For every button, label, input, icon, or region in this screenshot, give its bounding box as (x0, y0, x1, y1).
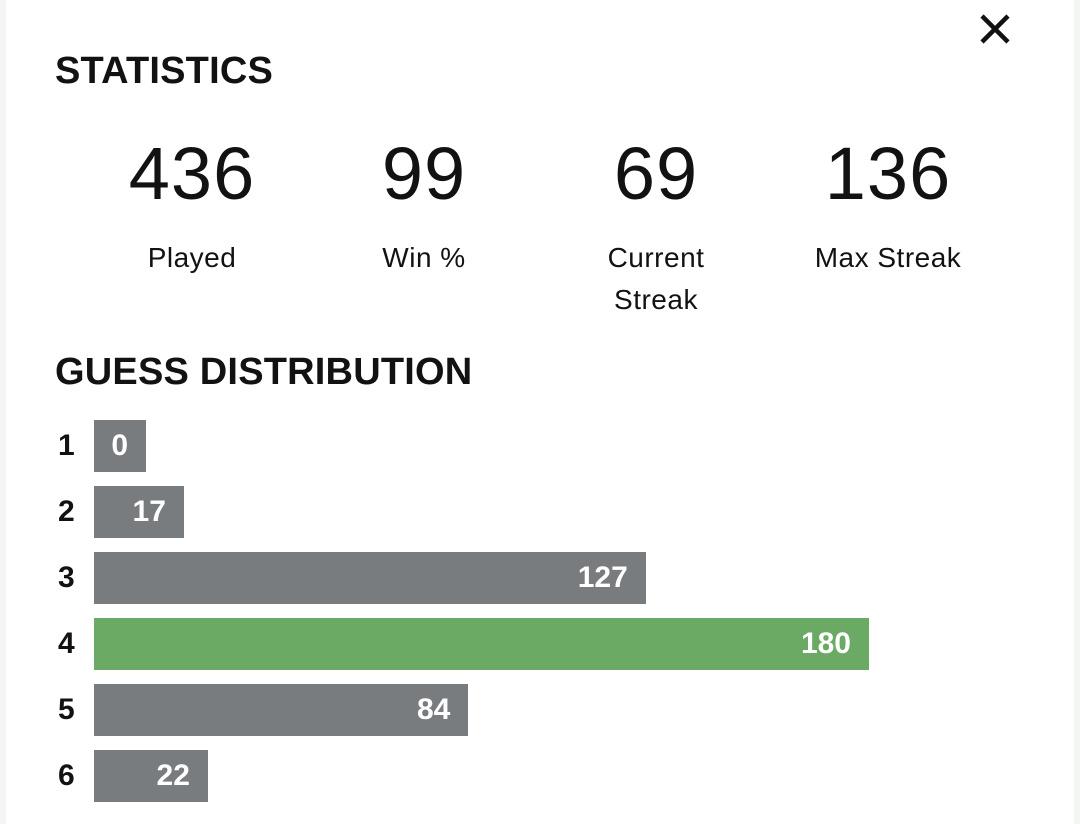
stat-win-pct: 99 Win % (308, 137, 540, 321)
guess-row-5: 5 84 (58, 684, 1074, 736)
close-button[interactable] (974, 8, 1016, 50)
stat-win-pct-label: Win % (382, 242, 466, 273)
guess-bar: 84 (94, 684, 469, 736)
guess-row-6: 6 22 (58, 750, 1074, 802)
guess-number-label: 4 (58, 627, 75, 660)
guess-row-1: 1 0 (58, 420, 1074, 472)
guess-row-4: 4 180 (58, 618, 1074, 670)
stat-current-streak-label: Current Streak (607, 242, 705, 315)
stat-max-streak-label: Max Streak (814, 242, 962, 273)
guess-bar: 22 (94, 750, 208, 802)
stat-current-streak-value: 69 (613, 132, 699, 215)
stat-played-value: 436 (128, 132, 256, 215)
guess-number-label: 5 (58, 693, 75, 726)
stat-max-streak: 136 Max Streak (772, 137, 1004, 321)
stat-played-label: Played (147, 242, 237, 273)
guess-number-label: 1 (58, 429, 75, 462)
guess-bar-highlighted: 180 (94, 618, 869, 670)
guess-count: 17 (132, 495, 166, 528)
guess-count: 84 (416, 693, 451, 726)
stat-played: 436 Played (76, 137, 308, 321)
guess-count: 22 (156, 759, 190, 792)
stat-max-streak-value: 136 (824, 132, 952, 215)
guess-count: 127 (577, 561, 628, 594)
guess-number-label: 3 (58, 561, 75, 594)
guess-bar: 127 (94, 552, 646, 604)
guess-row-3: 3 127 (58, 552, 1074, 604)
stat-current-streak: 69 Current Streak (540, 137, 772, 321)
guess-distribution-title: GUESS DISTRIBUTION (55, 351, 473, 393)
statistics-title: STATISTICS (55, 50, 274, 92)
guess-bar: 0 (94, 420, 146, 472)
guess-number-label: 2 (58, 495, 75, 528)
guess-number-label: 6 (58, 759, 75, 792)
guess-count: 0 (111, 429, 128, 462)
close-icon (976, 10, 1014, 48)
statistics-modal: STATISTICS 436 Played 99 Win % 69 Curren… (6, 0, 1074, 824)
guess-row-2: 2 17 (58, 486, 1074, 538)
guess-distribution-chart: 1 0 2 17 3 127 4 180 5 84 6 22 (6, 420, 1074, 802)
guess-count: 180 (800, 627, 851, 660)
stat-win-pct-value: 99 (381, 132, 467, 215)
guess-bar: 17 (94, 486, 184, 538)
stats-row: 436 Played 99 Win % 69 Current Streak 13… (6, 137, 1074, 321)
